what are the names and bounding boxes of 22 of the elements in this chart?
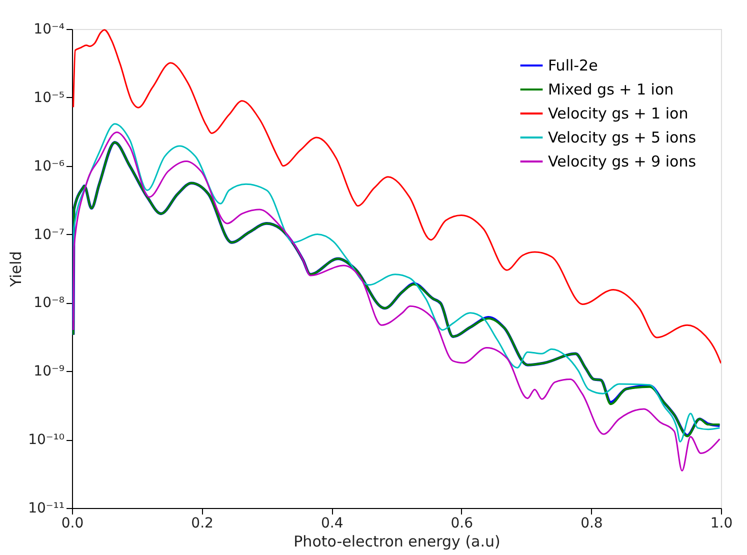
x-tick-label: 0.0 [61, 516, 84, 532]
y-axis-title: Yield [7, 251, 26, 288]
x-tick-label: 0.6 [450, 516, 474, 532]
y-tick-label: 10⁻⁸ [34, 295, 65, 312]
y-tick-label: 10⁻¹⁰ [28, 432, 65, 448]
line-series [72, 29, 721, 364]
y-tick-label: 10⁻⁴ [34, 22, 65, 38]
y-tick-label: 10⁻¹¹ [28, 500, 64, 516]
x-tick-label: 0.2 [191, 516, 214, 532]
legend-label: Mixed gs + 1 ion [548, 80, 674, 98]
y-tick-label: 10⁻⁹ [34, 364, 65, 380]
legend-label: Velocity gs + 9 ions [548, 152, 696, 170]
legend-label: Velocity gs + 1 ion [548, 104, 688, 122]
x-tick-label: 0.8 [580, 516, 603, 532]
legend-label: Velocity gs + 5 ions [548, 128, 696, 146]
legend-label: Full-2e [548, 56, 598, 74]
x-axis-title: Photo-electron energy (a.u) [294, 532, 500, 550]
y-tick-label: 10⁻⁶ [34, 158, 65, 174]
x-tick-label: 0.4 [320, 516, 344, 532]
y-tick-label: 10⁻⁷ [34, 226, 64, 243]
y-tick-label: 10⁻⁵ [34, 90, 64, 106]
x-tick-label: 1.0 [710, 516, 733, 532]
